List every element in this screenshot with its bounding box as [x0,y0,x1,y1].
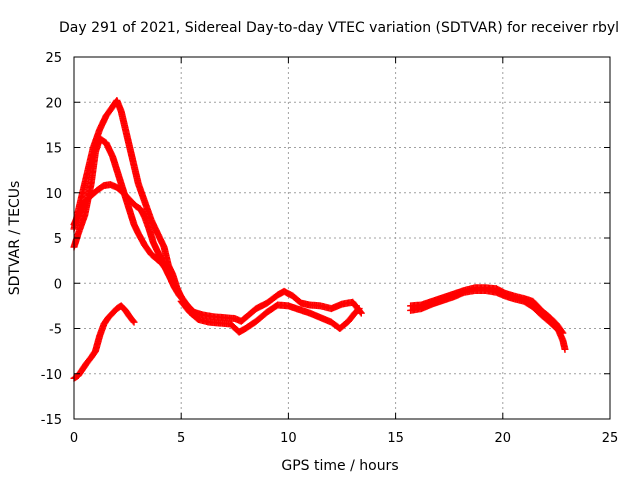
data-point [130,318,138,326]
axis-ticks [73,56,611,420]
y-tick-label: 0 [54,277,62,292]
x-tick-label: 0 [70,431,78,446]
x-tick-label: 15 [387,431,404,446]
y-tick-label: 5 [54,232,62,247]
series-track-6 [177,297,363,336]
y-tick-label: -10 [41,368,62,383]
series-track-4 [70,302,138,382]
series-track-8 [407,286,569,353]
data-point [355,305,363,313]
x-tick-label: 20 [495,431,512,446]
data-point [129,317,137,325]
data-point [357,309,365,317]
y-tick-label: -15 [41,413,62,428]
y-tick-label: 15 [45,142,62,157]
grid-lines [74,57,610,419]
y-tick-label: 25 [45,51,62,66]
tick-labels: 0 5 10 15 20 25 -15 -10 -5 0 5 10 15 20 25 [41,51,619,446]
x-tick-label: 25 [602,431,619,446]
data-point [561,345,569,353]
data-point [354,305,362,313]
y-axis-label: SDTVAR / TECUs [7,181,23,296]
y-tick-label: 10 [45,187,62,202]
y-tick-label: 20 [45,96,62,111]
chart-title: Day 291 of 2021, Sidereal Day-to-day VTE… [59,20,619,36]
plot-area [70,96,569,382]
x-tick-label: 5 [177,431,185,446]
y-tick-label: -5 [49,323,62,338]
x-axis-label: GPS time / hours [281,458,398,474]
x-tick-label: 10 [280,431,297,446]
